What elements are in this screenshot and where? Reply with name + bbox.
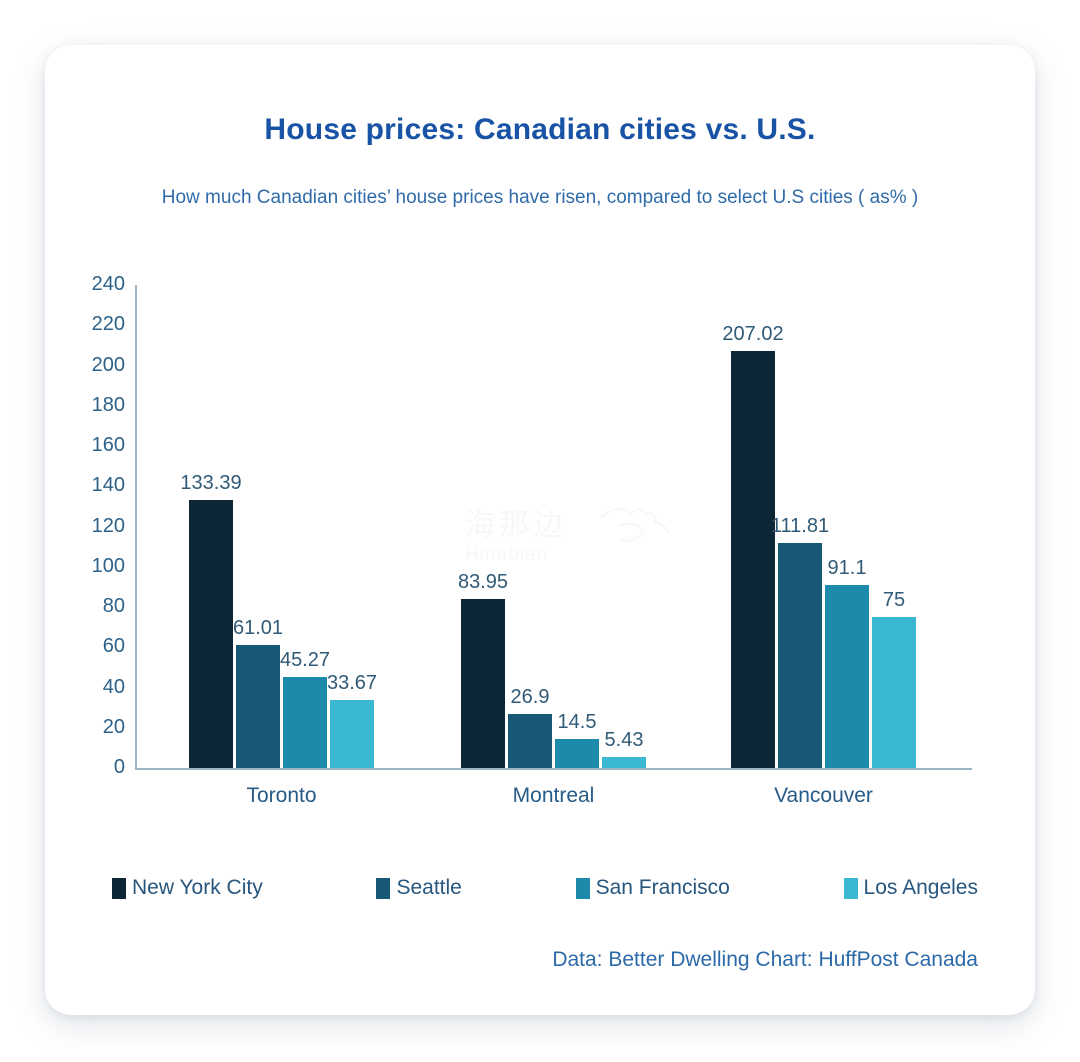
y-tick-label: 200 — [91, 353, 125, 376]
bar-wrap: 83.95 — [457, 571, 509, 768]
bar-seattle — [236, 645, 280, 768]
bar-wrap: 5.43 — [602, 729, 646, 768]
bar-value-label: 45.27 — [279, 648, 331, 671]
y-tick-label: 60 — [102, 635, 125, 658]
bar-wrap: 14.5 — [555, 711, 599, 768]
bar-value-label: 75 — [882, 589, 906, 612]
bar-wrap: 61.01 — [232, 617, 284, 768]
legend-item-los-angeles: Los Angeles — [843, 876, 978, 900]
bar-new-york-city — [731, 351, 775, 768]
legend: New York City Seattle San Francisco Los Ang… — [112, 876, 978, 900]
y-tick-label: 40 — [102, 675, 125, 698]
bar-los-angeles — [872, 617, 916, 768]
y-tick-label: 140 — [91, 474, 125, 497]
y-tick-label: 240 — [91, 273, 125, 295]
legend-item-seattle: Seattle — [376, 876, 462, 900]
y-tick-label: 80 — [102, 595, 125, 617]
bar-group-toronto: 133.39 61.01 45.27 33.67 — [180, 472, 378, 768]
x-category-label: Vancouver — [774, 784, 873, 807]
bar-san-francisco — [555, 738, 599, 768]
bar-seattle — [778, 542, 822, 768]
bar-los-angeles — [330, 700, 374, 768]
bar-wrap: 45.27 — [279, 648, 331, 768]
bar-wrap: 26.9 — [508, 686, 552, 768]
legend-label: Los Angeles — [863, 876, 978, 899]
bar-value-label: 33.67 — [326, 672, 378, 695]
plot-area: 0 20 40 60 80 100 120 140 160 180 200 220 240 133.39… — [92, 273, 972, 807]
bar-value-label: 91.1 — [827, 556, 867, 579]
chart-title: House prices: Canadian cities vs. U.S. — [264, 113, 816, 146]
legend-swatch-icon — [376, 877, 391, 899]
legend-swatch-icon — [575, 877, 590, 899]
bar-seattle — [508, 713, 552, 768]
y-tick-label: 180 — [91, 393, 125, 416]
bar-wrap: 91.1 — [825, 557, 869, 768]
bar-group-montreal: 83.95 26.9 14.5 5.43 — [457, 571, 646, 768]
legend-label: Seattle — [396, 876, 462, 899]
bar-wrap: 133.39 — [180, 472, 242, 768]
credit-text: Data: Better Dwelling Chart: HuffPost Ca… — [552, 948, 978, 971]
x-category-label: Montreal — [512, 784, 595, 807]
bar-value-label: 133.39 — [180, 471, 242, 494]
y-tick-label: 20 — [102, 715, 125, 738]
bar-value-label: 26.9 — [510, 685, 550, 708]
bar-value-label: 5.43 — [604, 729, 644, 752]
y-tick-label: 220 — [91, 313, 125, 336]
legend-label: New York City — [132, 876, 263, 899]
bar-value-label: 207.02 — [722, 323, 784, 346]
legend-swatch-icon — [843, 877, 858, 899]
legend-item-san-francisco: San Francisco — [575, 876, 730, 900]
bar-wrap: 111.81 — [771, 515, 829, 768]
legend-swatch-icon — [112, 877, 126, 899]
y-tick-label: 120 — [91, 514, 125, 537]
legend-item-new-york-city: New York City — [112, 876, 263, 900]
y-tick-label: 0 — [113, 756, 125, 778]
x-category-label: Toronto — [246, 784, 317, 807]
bar-wrap: 33.67 — [326, 672, 378, 768]
chart-subtitle: How much Canadian cities’ house prices h… — [161, 187, 919, 208]
bar-new-york-city — [461, 599, 505, 768]
bar-group-vancouver: 207.02 111.81 91.1 75 — [722, 323, 916, 768]
bar-value-label: 111.81 — [770, 514, 830, 537]
y-tick-label: 100 — [91, 554, 125, 577]
bar-value-label: 61.01 — [232, 617, 284, 640]
bar-san-francisco — [283, 676, 327, 768]
bar-value-label: 83.95 — [457, 571, 509, 594]
bar-wrap: 75 — [872, 589, 916, 768]
bar-los-angeles — [602, 757, 646, 768]
chart-card: House prices: Canadian cities vs. U.S. H… — [45, 45, 1035, 1015]
legend-label: San Francisco — [595, 876, 730, 899]
bar-san-francisco — [825, 584, 869, 768]
bar-wrap: 207.02 — [722, 323, 784, 768]
y-tick-label: 160 — [91, 434, 125, 456]
bar-new-york-city — [189, 499, 233, 768]
bar-value-label: 14.5 — [557, 710, 597, 733]
